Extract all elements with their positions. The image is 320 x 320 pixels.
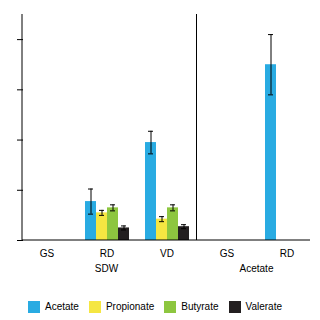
html-text:Valerate: Valerate [245, 301, 282, 312]
html-text:Acetate: Acetate [45, 301, 79, 312]
svg-text:RD: RD [100, 248, 114, 259]
svg-text:GS: GS [220, 248, 235, 259]
html-text:Butyrate: Butyrate [181, 301, 219, 312]
svg-text:SDW: SDW [95, 263, 119, 274]
svg-text:Acetate: Acetate [240, 263, 274, 274]
svg-text:GS: GS [40, 248, 55, 259]
svg-text:VD: VD [160, 248, 174, 259]
svg-text:RD: RD [280, 248, 294, 259]
html-text:Propionate: Propionate [105, 301, 155, 312]
